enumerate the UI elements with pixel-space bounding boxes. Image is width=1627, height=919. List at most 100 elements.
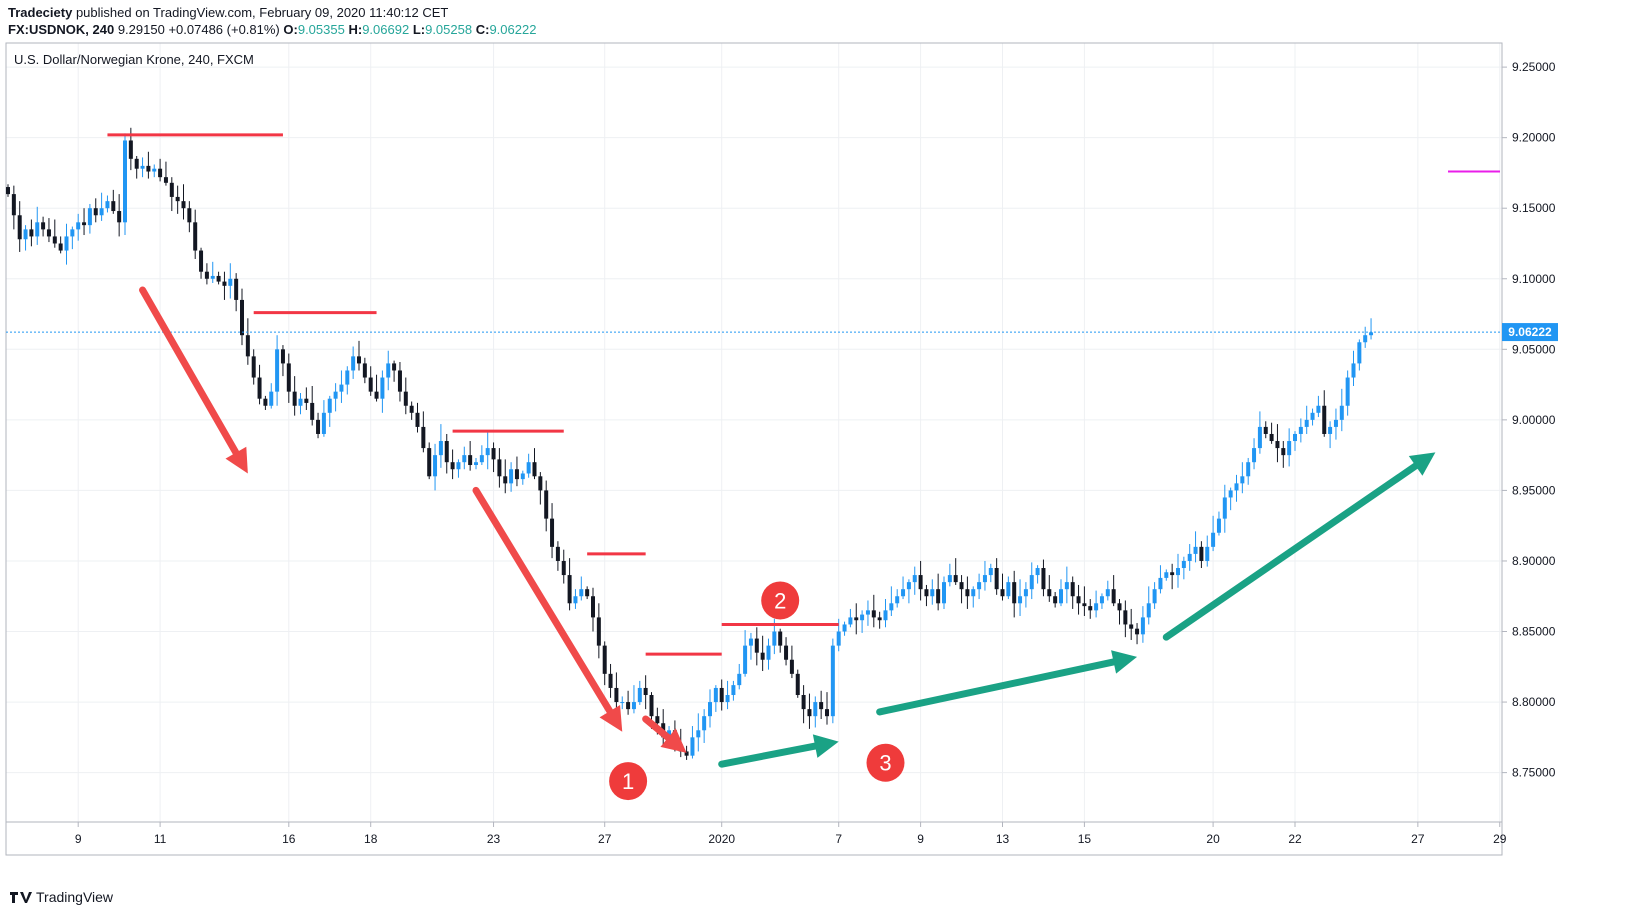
- candle-body: [1041, 568, 1046, 590]
- candle-body: [1257, 426, 1262, 449]
- candle-body: [286, 363, 291, 392]
- x-tick-label: 15: [1078, 832, 1092, 846]
- candle-body: [99, 208, 104, 216]
- candle-body: [690, 737, 695, 756]
- candle-body: [1222, 497, 1227, 519]
- candle-body: [1199, 546, 1204, 561]
- y-tick-label: 9.15000: [1512, 201, 1556, 215]
- badge-number: 3: [879, 751, 891, 776]
- close-label: C:: [475, 22, 490, 37]
- candle-body: [392, 363, 397, 371]
- candle-body: [105, 201, 110, 209]
- candle-body: [234, 278, 239, 300]
- candle-body: [462, 455, 467, 463]
- last-price-label: 9.06222: [1508, 325, 1552, 339]
- candle-body: [830, 645, 835, 717]
- gridlines: [6, 43, 1502, 822]
- candle-body: [865, 610, 870, 615]
- up-arrow: [1162, 452, 1436, 641]
- candle-body: [778, 631, 783, 646]
- y-tick-label: 9.10000: [1512, 272, 1556, 286]
- candle-body: [117, 211, 122, 223]
- candle-body: [602, 645, 607, 674]
- candle-body: [573, 596, 578, 604]
- candle-body: [520, 473, 525, 480]
- high-value: 9.06692: [362, 22, 410, 37]
- candle-body: [415, 412, 420, 427]
- chart-title: U.S. Dollar/Norwegian Krone, 240, FXCM: [14, 52, 254, 67]
- candle-body: [1333, 419, 1338, 427]
- candle-body: [1369, 332, 1374, 336]
- candle-body: [550, 518, 555, 547]
- candle-body: [339, 384, 344, 392]
- badge-circle: [761, 581, 800, 620]
- x-tick-label: 27: [1411, 832, 1425, 846]
- candle-body: [433, 455, 438, 477]
- candle-body: [1064, 582, 1069, 590]
- x-tick-label: 9: [917, 832, 924, 846]
- candle-body: [1035, 568, 1040, 576]
- candle-body: [906, 582, 911, 590]
- y-tick-label: 9.25000: [1512, 60, 1556, 74]
- x-tick-label: 9: [75, 832, 82, 846]
- candle-body: [1164, 572, 1169, 578]
- arrow-head: [812, 734, 839, 758]
- candle-body: [1310, 412, 1315, 420]
- candle-body: [64, 236, 69, 251]
- candle-body: [883, 610, 888, 621]
- candle-body: [719, 687, 724, 703]
- candle-body: [240, 299, 244, 336]
- badge-circle: [866, 743, 905, 782]
- y-axis[interactable]: 9.25000 9.20000 9.15000 9.10000 9.05000 9.000…: [1502, 60, 1556, 780]
- candle-body: [614, 687, 619, 703]
- candle-body: [1047, 589, 1052, 597]
- candle-body: [187, 208, 192, 223]
- candle-body: [1269, 433, 1274, 442]
- candle-body: [468, 455, 473, 466]
- candle-body: [1304, 419, 1309, 427]
- candle-body: [754, 638, 759, 653]
- candle-body: [70, 229, 75, 237]
- candle-body: [725, 695, 730, 703]
- candle-body: [128, 140, 133, 159]
- candle-body: [228, 278, 233, 286]
- candle-body: [1234, 483, 1239, 491]
- candle-body: [1287, 441, 1292, 456]
- author-name[interactable]: Tradeciety: [8, 5, 73, 20]
- arrow-shaft: [1162, 462, 1420, 641]
- candle-body: [1117, 603, 1122, 611]
- candle-body: [842, 624, 847, 632]
- arrow-head: [599, 704, 623, 732]
- footer-brand[interactable]: TradingView: [36, 889, 114, 905]
- step-badge: 3: [866, 743, 905, 782]
- candle-body: [1099, 596, 1104, 604]
- candle-body: [497, 459, 502, 477]
- candle-body: [836, 631, 841, 646]
- candle-body: [942, 582, 946, 604]
- candle-body: [860, 614, 865, 621]
- tradingview-logo-icon[interactable]: [8, 889, 32, 905]
- candle-body: [11, 194, 16, 216]
- candle-body: [854, 617, 859, 621]
- candle-body: [251, 356, 256, 378]
- candle-body: [1146, 603, 1151, 618]
- x-axis[interactable]: 9 11 16 18 23 27 2020 7 9 13 15 20 22 27 29: [6, 821, 1507, 846]
- candle-body: [813, 702, 818, 717]
- candle-body: [684, 751, 689, 756]
- candle-body: [298, 398, 303, 406]
- candle-body: [1316, 405, 1321, 413]
- candle-body: [333, 391, 338, 399]
- candle-body: [877, 617, 882, 621]
- candle-body: [163, 177, 168, 183]
- candle-body: [631, 702, 636, 710]
- candle-body: [1357, 342, 1362, 364]
- candle-body: [123, 140, 127, 223]
- candle-body: [748, 638, 753, 646]
- candle-body: [327, 398, 332, 413]
- candle-body: [608, 673, 613, 688]
- candle-body: [1263, 426, 1268, 434]
- candle-body: [772, 631, 777, 646]
- candle-body: [1339, 405, 1344, 420]
- step-badge: 1: [609, 762, 648, 801]
